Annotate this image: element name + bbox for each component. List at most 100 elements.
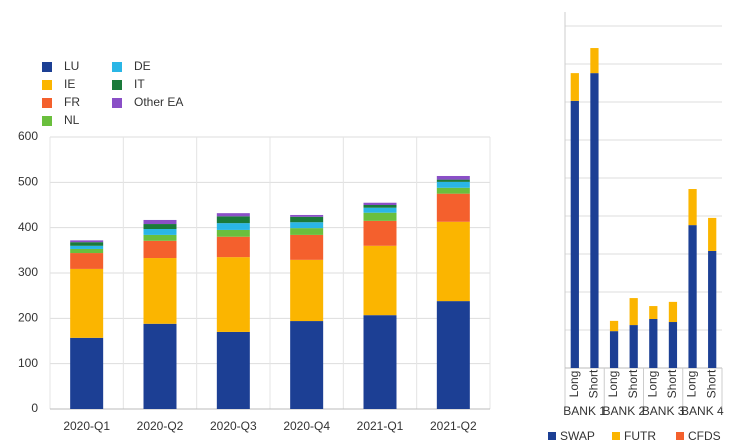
bar-segment (609, 331, 619, 368)
bar-segment (216, 257, 250, 332)
legend-swatch (42, 116, 52, 126)
bar-segment (629, 298, 638, 326)
legend-swatch (42, 98, 52, 108)
bar-segment (363, 245, 397, 316)
bar-segment (143, 240, 177, 259)
bar-segment (70, 268, 104, 338)
bar-segment (70, 245, 104, 249)
bar-segment (570, 100, 579, 369)
x-tick-label: Short (665, 369, 679, 398)
y-tick-label: 500 (18, 175, 38, 189)
bar-segment (436, 181, 470, 188)
chart: Long Short Long Short Long Short Long ShortBANK… (548, 12, 724, 443)
bar-segment (216, 216, 250, 224)
group-label: BANK 3 (642, 404, 685, 418)
bar-segment (436, 179, 470, 182)
x-tick-label: Short (626, 369, 640, 398)
bar-segment (436, 175, 470, 180)
bar-segment (216, 229, 250, 237)
bar-segment (436, 187, 470, 194)
bar-segment (216, 213, 250, 217)
x-tick-label: 2020-Q3 (210, 419, 257, 433)
bar-segment (290, 222, 324, 229)
bar-segment (363, 205, 397, 208)
legend-label: CFDS (688, 429, 721, 443)
bar-segment (363, 207, 397, 213)
bar-segment (629, 325, 638, 368)
bar-segment (143, 224, 177, 230)
legend-label: DE (134, 59, 151, 73)
bar-segment (70, 337, 104, 409)
bar-segment (436, 221, 470, 302)
bar-segment (363, 220, 397, 246)
bar-segment (363, 212, 397, 221)
legend-swatch (676, 432, 684, 440)
legend-label: FR (64, 95, 80, 109)
bar-segment (570, 73, 579, 101)
legend-label: IT (134, 77, 145, 91)
legend-swatch (112, 98, 122, 108)
bar-segment (363, 315, 397, 409)
bar-segment (649, 318, 658, 368)
y-tick-label: 600 (18, 129, 38, 143)
x-tick-label: 2021-Q2 (430, 419, 477, 433)
bar-segment (216, 331, 250, 409)
x-tick-label: 2020-Q4 (283, 419, 330, 433)
bar-segment (143, 229, 177, 235)
chart: 0 100 200 300 400 500 600 2020-Q1 2020-Q2 2020-Q3… (18, 59, 491, 433)
x-tick-label: 2020-Q2 (137, 419, 184, 433)
group-label: BANK 1 (563, 404, 606, 418)
bar-segment (70, 240, 104, 243)
x-tick-label: Long (567, 371, 581, 398)
bar-segment (688, 189, 697, 226)
bar-segment (216, 223, 250, 230)
y-tick-label: 300 (18, 265, 38, 279)
bar-segment (668, 322, 678, 368)
bar-segment (436, 301, 470, 409)
bar-segment (143, 323, 177, 409)
y-tick-label: 400 (18, 220, 38, 234)
bar-segment (290, 216, 324, 223)
bar-segment (70, 242, 104, 246)
legend-label: IE (64, 77, 75, 91)
y-tick-label: 0 (31, 401, 38, 415)
bar-segment (290, 321, 324, 409)
legend-swatch (612, 432, 620, 440)
x-tick-label: 2021-Q1 (357, 419, 404, 433)
bar-segment (216, 236, 250, 258)
bar-segment (143, 258, 177, 324)
x-tick-label: Short (587, 369, 601, 398)
bar-segment (688, 225, 697, 368)
bar-segment (590, 48, 599, 74)
group-label: BANK 2 (603, 404, 646, 418)
legend-label: Other EA (134, 95, 183, 109)
bar-segment (143, 234, 177, 241)
legend-swatch (112, 80, 122, 90)
legend-label: NL (64, 113, 80, 127)
bar-segment (436, 193, 470, 222)
bar-segment (143, 219, 177, 225)
x-tick-label: 2020-Q1 (63, 419, 110, 433)
bar-segment (290, 214, 324, 217)
bar-segment (649, 306, 658, 319)
bar-segment (708, 250, 717, 368)
bar-segment (363, 202, 397, 205)
legend-swatch (548, 432, 556, 440)
legend-label: SWAP (560, 429, 595, 443)
x-tick-label: Long (645, 371, 659, 398)
x-tick-label: Long (606, 371, 620, 398)
bar-segment (290, 228, 324, 235)
y-tick-label: 200 (18, 311, 38, 325)
legend-swatch (112, 62, 122, 72)
bar-segment (70, 253, 104, 269)
bar-segment (668, 301, 678, 323)
legend-label: LU (64, 59, 79, 73)
bar-segment (609, 320, 619, 332)
y-tick-label: 100 (18, 356, 38, 370)
bar-segment (590, 73, 599, 369)
legend-swatch (42, 62, 52, 72)
bar-segment (290, 234, 324, 260)
bar-segment (290, 259, 324, 322)
group-label: BANK 4 (681, 404, 724, 418)
